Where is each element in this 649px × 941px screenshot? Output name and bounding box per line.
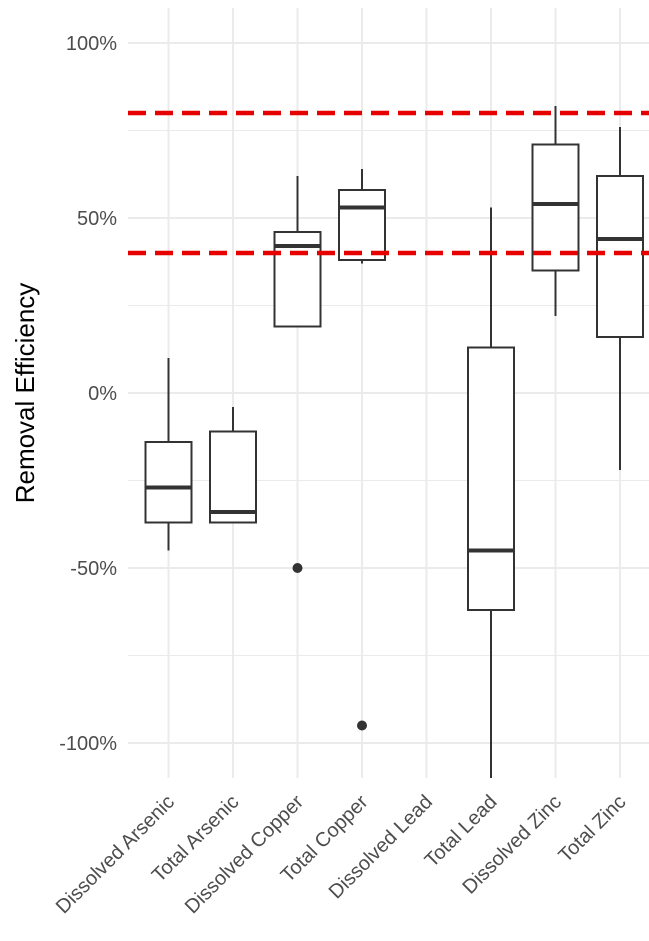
box-body	[467, 346, 515, 611]
y-tick-labels: -100% -50% 0% 50% 100%	[59, 33, 117, 755]
box-body	[209, 430, 257, 524]
box-dissolved-arsenic	[144, 358, 193, 551]
x-tick-label: Dissolved Arsenic	[52, 791, 179, 918]
y-tick-label: -100%	[59, 733, 117, 755]
y-tick-label: 50%	[77, 208, 117, 230]
box-total-lead	[467, 207, 515, 778]
box-dissolved-copper	[273, 176, 322, 573]
box-body	[338, 189, 386, 261]
grid-lines	[128, 8, 649, 778]
y-tick-label: 0%	[88, 383, 117, 405]
box-total-arsenic	[209, 407, 257, 524]
boxes	[144, 106, 644, 778]
y-tick-label: -50%	[70, 558, 117, 580]
outlier-point	[292, 563, 303, 573]
box-dissolved-zinc	[531, 106, 580, 316]
y-axis-title: Removal Efficiency	[10, 283, 40, 504]
box-body	[596, 175, 644, 338]
box-body	[531, 143, 580, 272]
outlier-point	[357, 720, 367, 731]
y-tick-label: 100%	[66, 33, 117, 55]
box-total-zinc	[596, 127, 644, 470]
x-tick-label: Total Zinc	[554, 791, 630, 867]
box-body	[144, 441, 193, 524]
x-tick-label: Dissolved Copper	[181, 791, 308, 918]
box-total-copper	[338, 169, 386, 731]
reference-lines	[128, 110, 649, 256]
